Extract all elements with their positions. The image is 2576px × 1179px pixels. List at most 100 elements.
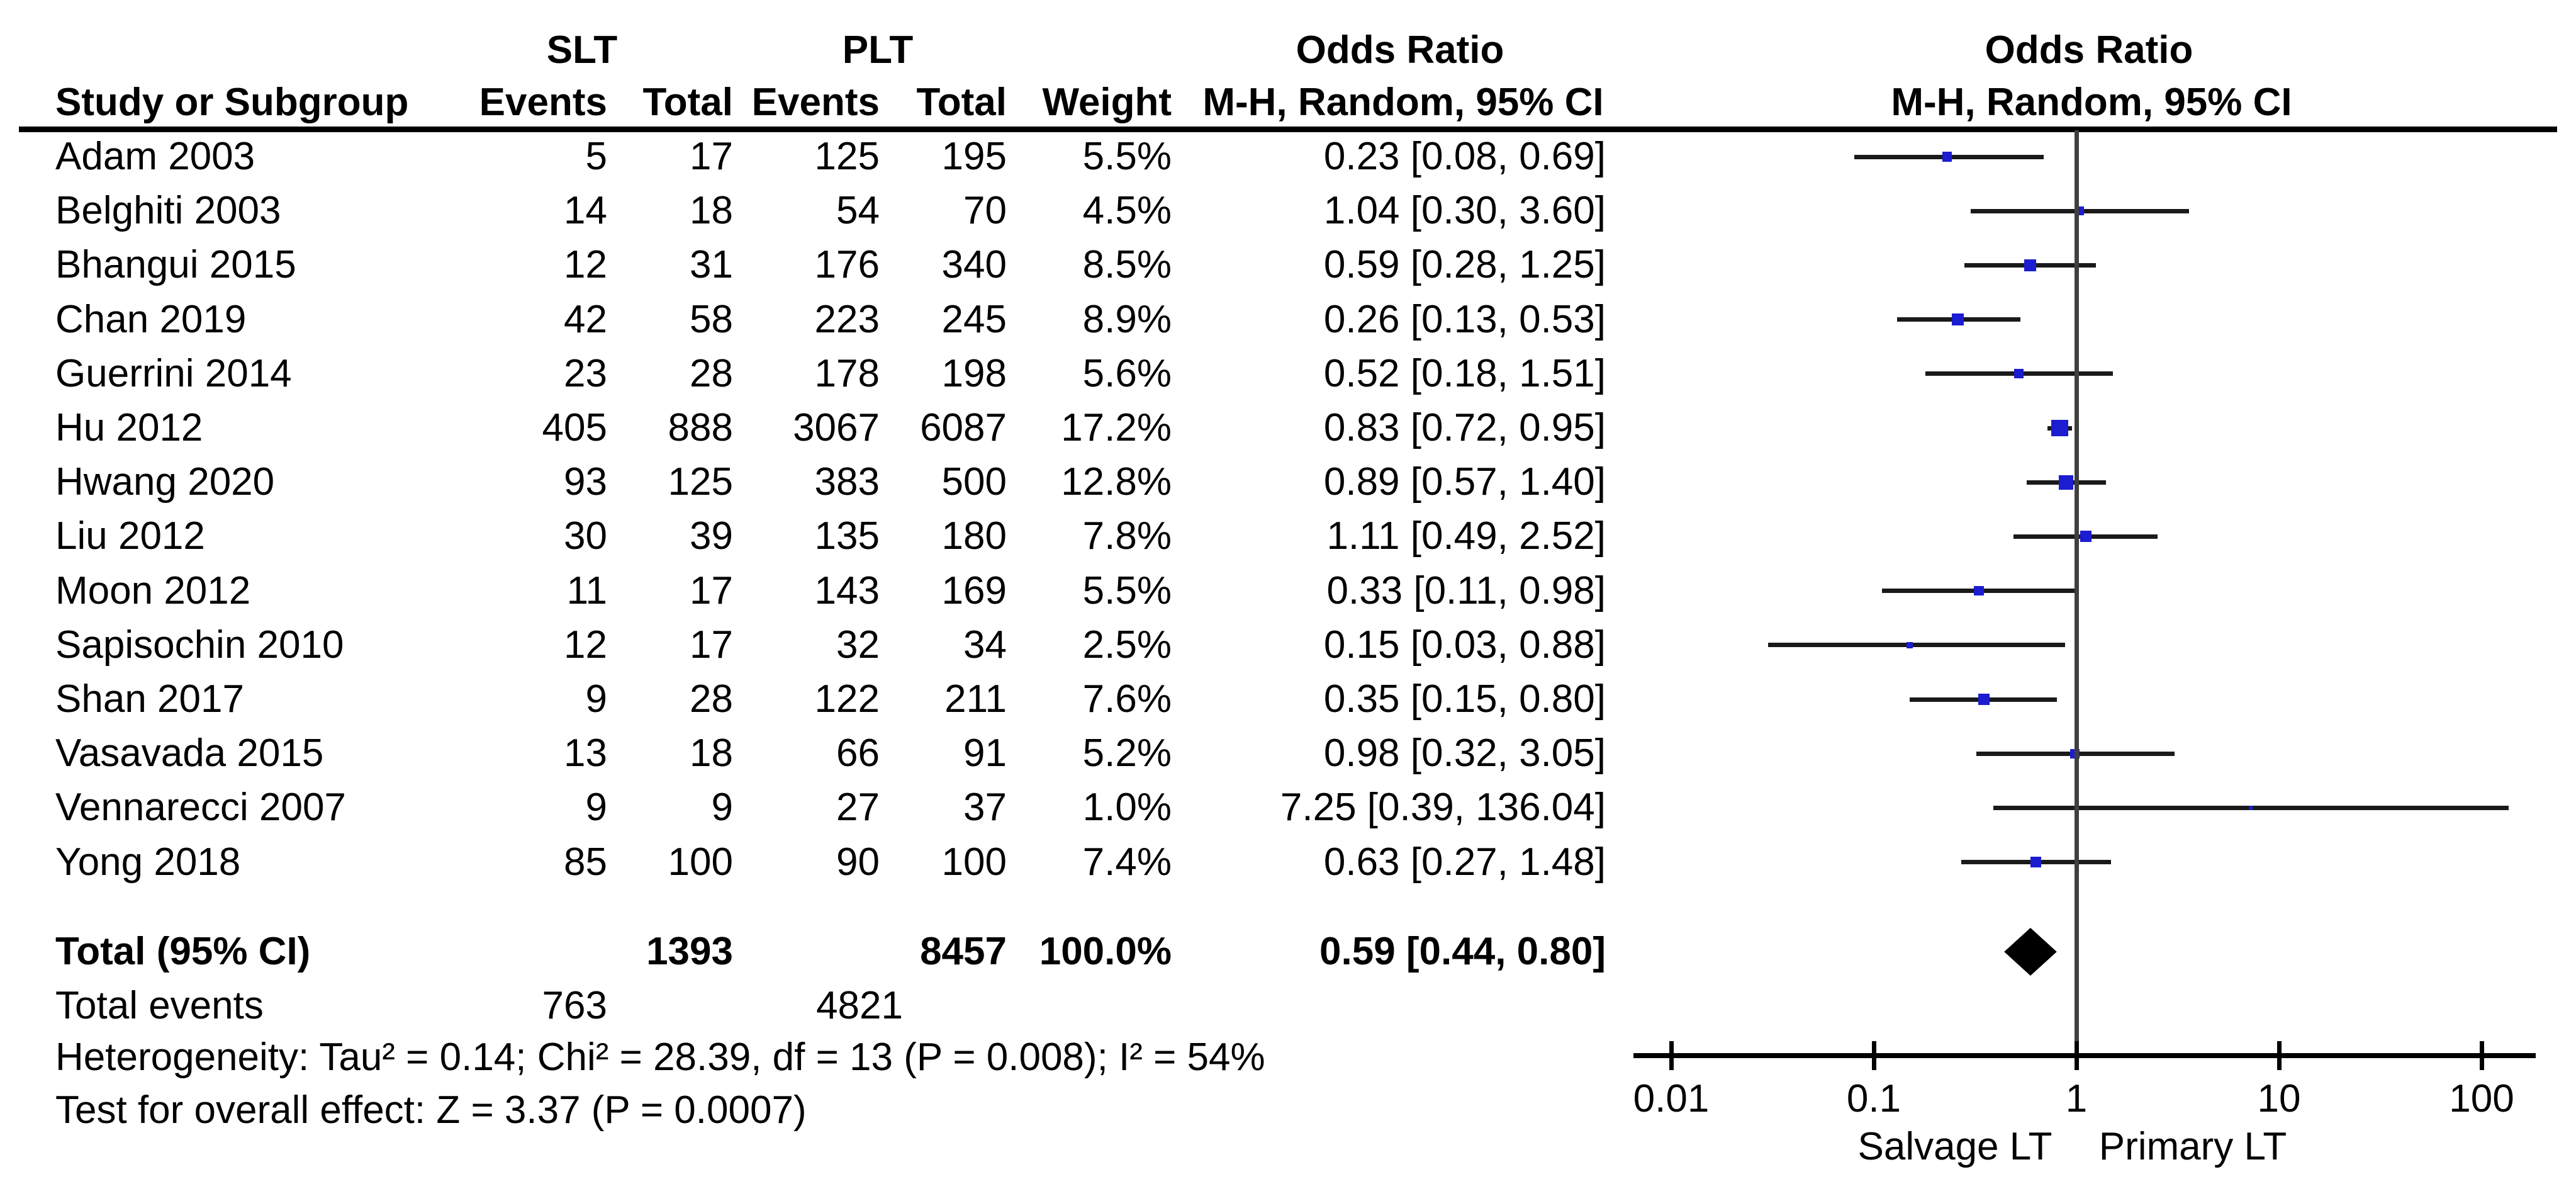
column-group-plt: PLT [842, 28, 914, 72]
total-row-label: Total (95% CI) [55, 930, 311, 973]
slt-events-cell: 9 [585, 786, 607, 830]
total-weight: 100.0% [1039, 930, 1172, 973]
plt-events-cell: 135 [814, 514, 880, 558]
or-ci-cell: 0.89 [0.57, 1.40] [1323, 460, 1606, 504]
plt-total-cell: 198 [941, 351, 1007, 395]
slt-events-cell: 11 [566, 568, 607, 612]
weight-cell: 8.9% [1082, 297, 1172, 341]
slt-events-cell: 30 [564, 514, 607, 558]
axis-tick [2479, 1041, 2484, 1070]
plt-total-cell: 245 [941, 297, 1007, 341]
study-name: Liu 2012 [55, 514, 205, 558]
slt-total-cell: 39 [690, 514, 733, 558]
effect-marker [1978, 694, 1990, 705]
effect-marker [2248, 806, 2253, 810]
axis-tick-label: 10 [2257, 1077, 2301, 1120]
plt-events-cell: 3067 [793, 406, 880, 449]
plt-events-cell: 122 [814, 677, 880, 721]
slt-events-cell: 14 [564, 189, 607, 233]
plt-events-cell: 32 [836, 623, 880, 667]
plt-total-cell: 340 [941, 243, 1007, 287]
plt-total-cell: 37 [963, 786, 1007, 830]
column-header-study: Study or Subgroup [55, 81, 409, 124]
weight-cell: 17.2% [1061, 406, 1172, 449]
or-ci-cell: 7.25 [0.39, 136.04] [1280, 786, 1606, 830]
or-ci-cell: 0.35 [0.15, 0.80] [1323, 677, 1606, 721]
effect-marker [1974, 585, 1984, 596]
weight-cell: 5.6% [1082, 351, 1172, 395]
plt-events-cell: 90 [836, 840, 880, 884]
effect-marker [2024, 259, 2036, 271]
or-column-title: Odds Ratio [1296, 28, 1504, 72]
study-name: Vennarecci 2007 [55, 786, 346, 830]
slt-total-cell: 100 [668, 840, 733, 884]
study-name: Moon 2012 [55, 568, 251, 612]
axis-tick-label: 1 [2065, 1077, 2088, 1120]
weight-cell: 5.5% [1082, 568, 1172, 612]
column-header-slt-events: Events [479, 81, 607, 124]
plt-total-cell: 169 [941, 568, 1007, 612]
weight-cell: 1.0% [1082, 786, 1172, 830]
or-ci-cell: 0.63 [0.27, 1.48] [1323, 840, 1606, 884]
or-ci-cell: 0.52 [0.18, 1.51] [1323, 351, 1606, 395]
plt-total-cell: 70 [963, 189, 1007, 233]
plt-events-cell: 54 [836, 189, 880, 233]
x-axis-line [1633, 1053, 2536, 1058]
slt-total-cell: 31 [690, 243, 733, 287]
effect-marker [2013, 369, 2024, 379]
axis-right-label: Primary LT [2098, 1125, 2287, 1168]
axis-tick-label: 0.01 [1633, 1077, 1710, 1120]
weight-cell: 12.8% [1061, 460, 1172, 504]
effect-marker [2059, 475, 2074, 490]
weight-cell: 7.4% [1082, 840, 1172, 884]
plt-events-cell: 178 [814, 351, 880, 395]
effect-marker [2051, 419, 2069, 437]
plt-events-cell: 223 [814, 297, 880, 341]
plt-total-cell: 6087 [920, 406, 1007, 449]
header-rule [19, 127, 2557, 132]
effect-marker [2030, 856, 2042, 868]
slt-events-cell: 5 [585, 135, 607, 178]
study-name: Guerrini 2014 [55, 351, 292, 395]
slt-total-cell: 888 [668, 406, 733, 449]
overall-effect-test: Test for overall effect: Z = 3.37 (P = 0… [55, 1088, 807, 1132]
or-ci-cell: 1.04 [0.30, 3.60] [1323, 189, 1606, 233]
axis-tick [2074, 1041, 2079, 1070]
or-ci-cell: 0.26 [0.13, 0.53] [1323, 297, 1606, 341]
plot-subtitle: M-H, Random, 95% CI [1891, 81, 2292, 124]
total-slt-total: 1393 [646, 930, 733, 973]
slt-total-cell: 9 [711, 786, 733, 830]
plt-total-cell: 180 [941, 514, 1007, 558]
study-name: Yong 2018 [55, 840, 241, 884]
plt-events-cell: 383 [814, 460, 880, 504]
axis-tick [1871, 1041, 1876, 1070]
or-column-subtitle: M-H, Random, 95% CI [1202, 81, 1604, 124]
or-ci-cell: 0.23 [0.08, 0.69] [1323, 135, 1606, 178]
plt-events-cell: 176 [814, 243, 880, 287]
weight-cell: 7.6% [1082, 677, 1172, 721]
total-events-slt: 763 [542, 984, 607, 1027]
weight-cell: 2.5% [1082, 623, 1172, 667]
plt-events-cell: 27 [836, 786, 880, 830]
slt-events-cell: 85 [564, 840, 607, 884]
plt-total-cell: 34 [963, 623, 1007, 667]
weight-cell: 8.5% [1082, 243, 1172, 287]
weight-cell: 5.5% [1082, 135, 1172, 178]
total-plt-total: 8457 [920, 930, 1007, 973]
column-group-slt: SLT [546, 28, 618, 72]
column-header-weight: Weight [1042, 81, 1172, 124]
heterogeneity-stats: Heterogeneity: Tau² = 0.14; Chi² = 28.39… [55, 1035, 1265, 1079]
study-name: Bhangui 2015 [55, 243, 296, 287]
study-name: Adam 2003 [55, 135, 255, 178]
plt-events-cell: 143 [814, 568, 880, 612]
slt-events-cell: 12 [564, 243, 607, 287]
plt-events-cell: 66 [836, 731, 880, 776]
slt-events-cell: 9 [585, 677, 607, 721]
total-or-ci: 0.59 [0.44, 0.80] [1319, 930, 1606, 973]
or-ci-cell: 1.11 [0.49, 2.52] [1326, 514, 1606, 558]
plt-total-cell: 195 [941, 135, 1007, 178]
column-header-plt-total: Total [916, 81, 1007, 124]
or-ci-cell: 0.59 [0.28, 1.25] [1323, 243, 1606, 287]
plt-total-cell: 91 [963, 731, 1007, 776]
